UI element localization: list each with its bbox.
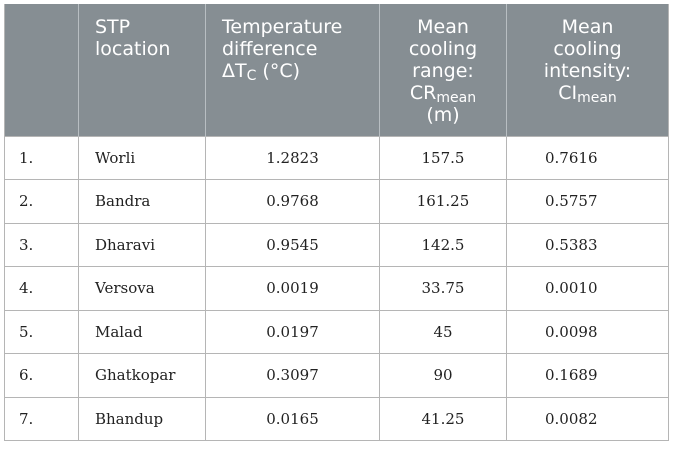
- row-temp-diff: 0.3097: [205, 353, 380, 398]
- row-number: 4.: [4, 266, 79, 311]
- row-cooling-range: 33.75: [379, 266, 507, 311]
- row-temp-diff: 0.9768: [205, 179, 380, 224]
- header-intensity-line3: intensity:: [543, 60, 632, 82]
- row-temp-diff: 0.0165: [205, 396, 380, 441]
- header-range-line1: Mean: [417, 16, 469, 38]
- table-body: 1. Worli 1.2823 157.5 0.7616 2. Bandra 0…: [4, 135, 669, 441]
- row-number: 7.: [4, 396, 79, 441]
- row-temp-diff: 1.2823: [205, 135, 380, 180]
- row-number: 3.: [4, 222, 79, 267]
- row-cooling-range: 45: [379, 309, 507, 354]
- row-cooling-intensity: 0.7616: [506, 135, 669, 180]
- header-intensity-line4: CImean: [513, 82, 662, 106]
- row-location: Ghatkopar: [78, 353, 206, 398]
- header-stp-location-line2: location: [95, 38, 171, 60]
- row-cooling-range: 142.5: [379, 222, 507, 267]
- header-range-line3: range:: [412, 60, 474, 82]
- table-row: 2. Bandra 0.9768 161.25 0.5757: [4, 179, 669, 224]
- header-range-symbol: CR: [409, 82, 437, 104]
- row-cooling-intensity: 0.5757: [506, 179, 669, 224]
- row-location: Worli: [78, 135, 206, 180]
- row-cooling-range: 157.5: [379, 135, 507, 180]
- header-intensity-symbol: CI: [558, 82, 578, 104]
- row-location: Dharavi: [78, 222, 206, 267]
- header-temp-symbol: ΔT: [222, 60, 247, 82]
- header-temp-line2: difference: [222, 38, 318, 60]
- header-temp-subscript: C: [246, 68, 257, 84]
- row-cooling-intensity: 0.0082: [506, 396, 669, 441]
- row-number: 5.: [4, 309, 79, 354]
- row-location: Malad: [78, 309, 206, 354]
- header-range-subscript: mean: [436, 90, 477, 106]
- row-number: 6.: [4, 353, 79, 398]
- table-row: 7. Bhandup 0.0165 41.25 0.0082: [4, 396, 669, 441]
- row-number: 1.: [4, 135, 79, 180]
- header-range-line5: (m): [426, 104, 460, 126]
- row-location: Versova: [78, 266, 206, 311]
- table-row: 5. Malad 0.0197 45 0.0098: [4, 309, 669, 354]
- header-mean-cooling-range: Mean cooling range: CRmean (m): [379, 4, 507, 136]
- header-intensity-line2: cooling: [553, 38, 622, 60]
- row-cooling-range: 41.25: [379, 396, 507, 441]
- header-intensity-subscript: mean: [577, 90, 617, 106]
- header-range-line4: CRmean: [386, 82, 500, 106]
- header-row: STP location Temperature difference ΔTC …: [4, 4, 669, 136]
- row-temp-diff: 0.9545: [205, 222, 380, 267]
- header-mean-cooling-intensity: Mean cooling intensity: CImean: [506, 4, 669, 136]
- row-cooling-range: 161.25: [379, 179, 507, 224]
- table-row: 6. Ghatkopar 0.3097 90 0.1689: [4, 353, 669, 398]
- header-temp-line1: Temperature: [222, 16, 343, 38]
- header-temp-line3: ΔTC (°C): [222, 60, 373, 84]
- row-temp-diff: 0.0197: [205, 309, 380, 354]
- row-location: Bhandup: [78, 396, 206, 441]
- table-row: 3. Dharavi 0.9545 142.5 0.5383: [4, 222, 669, 267]
- row-number: 2.: [4, 179, 79, 224]
- row-cooling-intensity: 0.0098: [506, 309, 669, 354]
- row-cooling-intensity: 0.1689: [506, 353, 669, 398]
- header-range-line2: cooling: [408, 38, 478, 60]
- table-row: 4. Versova 0.0019 33.75 0.0010: [4, 266, 669, 311]
- header-temperature-difference: Temperature difference ΔTC (°C): [205, 4, 380, 136]
- table-row: 1. Worli 1.2823 157.5 0.7616: [4, 135, 669, 180]
- stp-cooling-table: STP location Temperature difference ΔTC …: [4, 4, 669, 441]
- header-stp-location-line1: STP: [95, 16, 131, 38]
- header-stp-location: STP location: [78, 4, 206, 136]
- header-index: [4, 4, 79, 136]
- row-temp-diff: 0.0019: [205, 266, 380, 311]
- header-intensity-line1: Mean: [561, 16, 614, 38]
- row-cooling-intensity: 0.5383: [506, 222, 669, 267]
- table-header: STP location Temperature difference ΔTC …: [4, 4, 669, 136]
- row-cooling-intensity: 0.0010: [506, 266, 669, 311]
- header-temp-unit: (°C): [256, 60, 301, 82]
- row-cooling-range: 90: [379, 353, 507, 398]
- row-location: Bandra: [78, 179, 206, 224]
